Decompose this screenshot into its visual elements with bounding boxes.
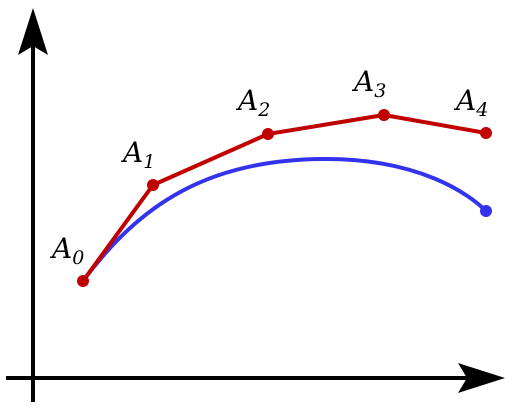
- label-a3-index: 3: [374, 80, 386, 102]
- label-a1-index: 1: [143, 151, 155, 173]
- curve-end-point: [480, 205, 492, 217]
- label-a2-letter: A: [235, 84, 258, 117]
- label-a0: A0: [49, 232, 84, 269]
- label-a2-index: 2: [257, 99, 270, 121]
- label-a3-letter: A: [351, 65, 374, 98]
- label-a0-letter: A: [49, 232, 72, 265]
- control-point-a1: [147, 179, 159, 191]
- control-point-a2: [262, 128, 274, 140]
- control-point-a3: [378, 109, 390, 121]
- label-a1: A1: [120, 136, 155, 173]
- x-axis-arrowhead: [458, 363, 505, 393]
- control-points: [77, 109, 492, 287]
- label-a0-index: 0: [72, 247, 84, 269]
- label-a1-letter: A: [120, 136, 143, 169]
- label-a4-index: 4: [475, 99, 488, 121]
- y-axis-arrowhead: [18, 8, 48, 55]
- control-point-a4: [480, 127, 492, 139]
- label-a2: A2: [235, 84, 270, 121]
- control-point-a0: [77, 275, 89, 287]
- control-polygon: [81, 113, 487, 283]
- label-a3: A3: [351, 65, 386, 102]
- label-a4: A4: [453, 84, 488, 121]
- bezier-curve: [81, 156, 488, 283]
- axes: [6, 8, 505, 402]
- label-a4-letter: A: [453, 84, 476, 117]
- point-labels: A0 A1 A2 A3 A4: [49, 65, 488, 269]
